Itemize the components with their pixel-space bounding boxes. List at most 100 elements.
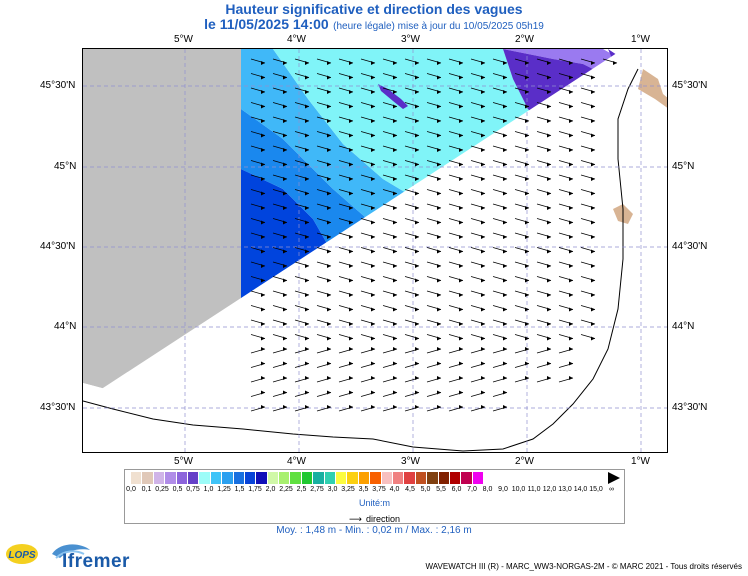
wave-direction-arrowhead (393, 390, 397, 395)
legend-color-cell (358, 472, 371, 484)
wave-direction-arrowhead (591, 104, 595, 109)
wave-direction-arrowhead (459, 177, 463, 181)
wave-direction-arrowhead (481, 148, 485, 152)
wave-direction-arrowhead (371, 235, 375, 239)
wave-direction-arrowhead (437, 361, 441, 366)
wave-direction-arrowhead (459, 405, 463, 409)
wave-direction-arrowhead (261, 119, 265, 123)
lat-label-right: 45°30'N (672, 80, 708, 91)
wave-direction-arrowhead (437, 191, 441, 196)
wave-direction-arrowhead (569, 293, 573, 297)
wave-direction-arrowhead (283, 390, 287, 395)
wave-direction-arrowhead (591, 162, 595, 167)
direction-label: direction (365, 514, 400, 524)
wave-direction-arrowhead (459, 235, 463, 239)
wave-direction-arrowhead (283, 336, 287, 341)
legend-color-cell (404, 472, 416, 484)
lat-label-left: 43°30'N (40, 402, 76, 413)
wave-direction-arrowhead (305, 162, 309, 167)
legend-color-cell (392, 472, 405, 484)
wave-direction-arrowhead (503, 119, 507, 123)
lon-label-bottom: 2°W (515, 456, 534, 467)
wave-direction-arrowhead (459, 162, 463, 167)
wave-direction-arrowhead (393, 133, 397, 138)
wave-direction-arrowhead (459, 376, 463, 380)
wave-direction-arrowhead (349, 361, 353, 366)
wave-direction-arrowhead (547, 177, 551, 181)
wave-direction-arrowhead (305, 347, 309, 351)
wave-direction-arrowhead (393, 278, 397, 283)
wave-direction-arrowhead (437, 206, 441, 210)
legend-label: 0,0 (126, 486, 136, 493)
wave-direction-arrowhead (283, 220, 287, 225)
wave-direction-arrowhead (437, 336, 441, 341)
wave-direction-arrowhead (305, 177, 309, 181)
wave-direction-arrowhead (481, 75, 485, 80)
legend-label: 0,5 (172, 486, 183, 493)
wave-direction-arrowhead (503, 336, 507, 341)
wave-direction-arrowhead (261, 249, 265, 254)
wave-direction-arrowhead (283, 90, 287, 94)
wave-direction-arrowhead (305, 206, 309, 210)
wave-direction-arrowhead (503, 322, 507, 326)
lat-label-left: 44°N (54, 321, 77, 332)
wave-direction-arrowhead (349, 278, 353, 283)
wave-direction-arrowhead (393, 206, 397, 210)
wave-direction-arrowhead (547, 235, 551, 239)
wave-direction-arrowhead (415, 347, 419, 351)
wave-direction-arrowhead (459, 133, 463, 138)
wave-direction-arrowhead (459, 90, 463, 94)
legend-color-cell (347, 472, 359, 484)
lat-label-right: 44°30'N (672, 241, 708, 252)
lat-label-left: 44°30'N (40, 241, 76, 252)
wave-direction-arrowhead (415, 235, 419, 239)
wave-direction-arrowhead (503, 61, 507, 65)
wave-direction-arrowhead (371, 148, 375, 152)
wave-direction-arrowhead (503, 235, 507, 239)
wave-direction-arrowhead (459, 220, 463, 225)
wave-direction-arrowhead (327, 307, 331, 312)
wave-direction-arrowhead (591, 75, 595, 80)
wave-direction-arrowhead (459, 75, 463, 80)
legend-label: 3,5 (358, 486, 369, 493)
wave-direction-arrowhead (349, 133, 353, 138)
wave-direction-arrowhead (437, 278, 441, 283)
wave-direction-arrowhead (415, 322, 419, 326)
wave-direction-arrowhead (547, 191, 551, 196)
wave-direction-arrowhead (569, 264, 573, 268)
wave-direction-arrowhead (327, 75, 331, 80)
wave-direction-arrowhead (283, 119, 287, 123)
wave-direction-arrowhead (459, 249, 463, 254)
legend-label: 7,0 (467, 486, 477, 493)
wave-direction-arrowhead (415, 249, 419, 254)
wave-direction-arrowhead (591, 90, 595, 94)
wave-direction-arrowhead (305, 61, 309, 65)
wave-direction-arrowhead (437, 75, 441, 80)
wave-direction-arrowhead (261, 220, 265, 225)
wave-direction-arrowhead (481, 104, 485, 109)
wave-direction-arrowhead (393, 336, 397, 341)
wave-direction-arrowhead (437, 61, 441, 65)
wave-direction-arrowhead (371, 264, 375, 268)
lat-label-right: 43°30'N (672, 402, 708, 413)
wave-direction-arrowhead (525, 104, 529, 109)
wave-direction-arrowhead (393, 293, 397, 297)
wave-direction-arrowhead (261, 361, 265, 366)
wave-direction-arrowhead (349, 336, 353, 341)
wave-direction-arrowhead (459, 390, 463, 395)
wave-direction-arrowhead (503, 177, 507, 181)
forecast-date: le 11/05/2025 14:00 (204, 16, 329, 32)
wave-direction-arrowhead (525, 347, 529, 351)
wave-direction-arrowhead (569, 376, 573, 380)
wave-direction-arrowhead (305, 405, 309, 409)
wave-direction-arrowhead (437, 133, 441, 138)
wave-direction-arrowhead (305, 133, 309, 138)
wave-direction-arrowhead (591, 235, 595, 239)
wave-direction-arrowhead (283, 75, 287, 80)
wave-direction-arrowhead (261, 293, 265, 297)
wave-direction-arrowhead (591, 220, 595, 225)
wave-direction-arrowhead (305, 75, 309, 80)
wave-direction-arrowhead (547, 249, 551, 254)
wave-direction-arrowhead (437, 347, 441, 351)
legend-label: 8,0 (482, 486, 493, 493)
